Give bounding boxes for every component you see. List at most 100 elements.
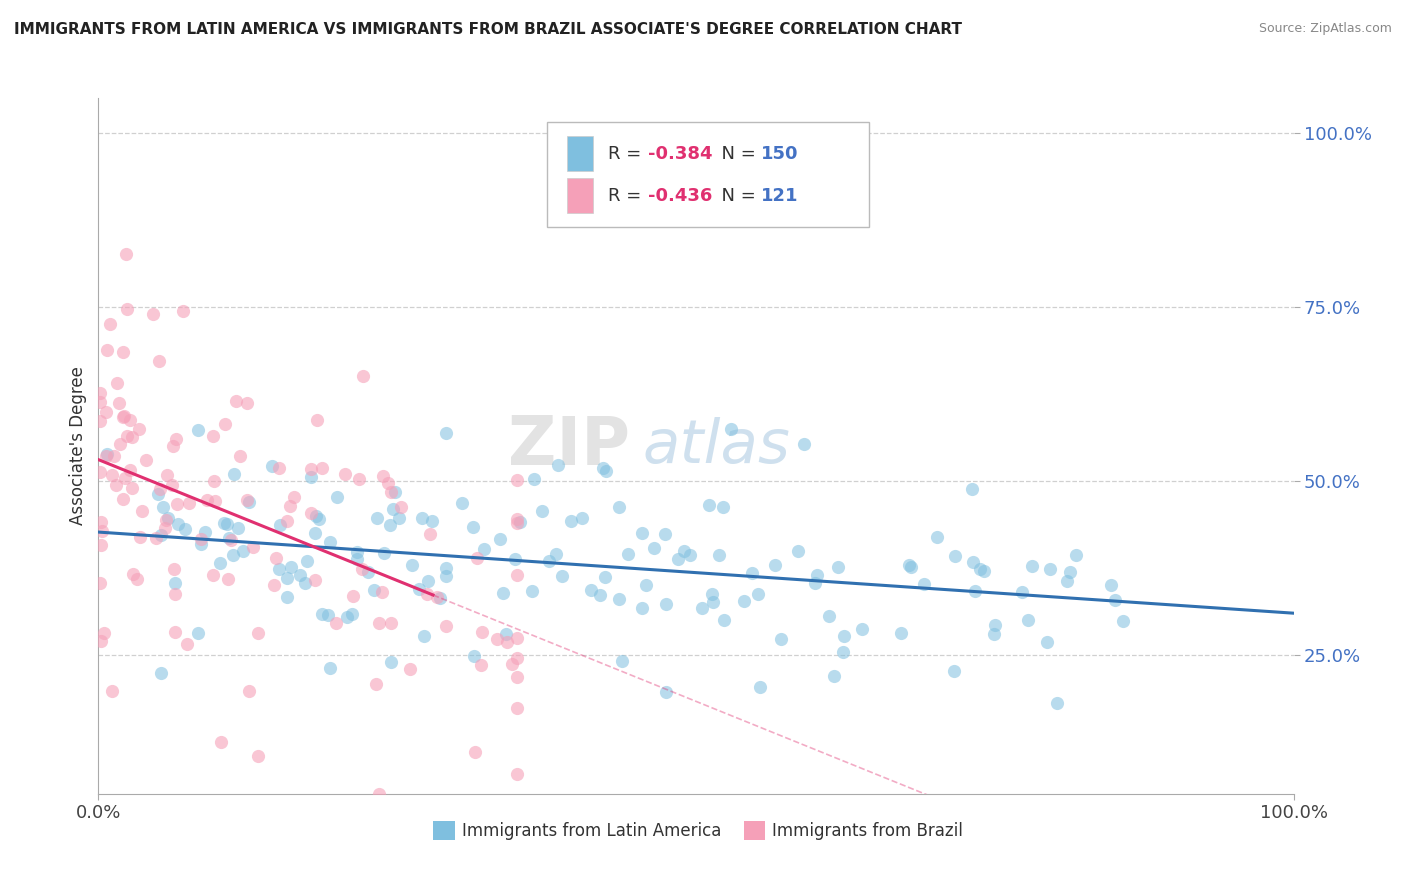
Point bbox=[209, 734, 232, 748]
Point bbox=[148, 354, 170, 368]
Point bbox=[489, 532, 512, 546]
Point bbox=[305, 508, 328, 523]
Point bbox=[89, 576, 111, 591]
Point bbox=[146, 487, 169, 501]
Point bbox=[363, 582, 385, 597]
Point bbox=[610, 654, 633, 668]
Point bbox=[115, 247, 138, 261]
Point bbox=[912, 577, 935, 591]
Point bbox=[346, 552, 368, 566]
Point bbox=[380, 518, 402, 533]
Point bbox=[276, 515, 298, 529]
Point bbox=[530, 504, 553, 518]
Point bbox=[157, 511, 180, 525]
Point bbox=[202, 568, 225, 582]
Point bbox=[115, 301, 138, 316]
Point bbox=[121, 481, 143, 495]
Point bbox=[486, 632, 509, 646]
Point bbox=[546, 547, 568, 561]
Point bbox=[382, 502, 405, 516]
Point bbox=[465, 551, 488, 566]
Point bbox=[176, 637, 198, 651]
Point bbox=[925, 530, 948, 544]
Point bbox=[101, 468, 124, 483]
Point bbox=[128, 422, 150, 436]
Text: Immigrants from Brazil: Immigrants from Brazil bbox=[772, 822, 963, 839]
Point bbox=[1059, 566, 1081, 580]
Point bbox=[115, 429, 138, 443]
Point bbox=[747, 587, 769, 601]
Point bbox=[464, 745, 486, 759]
Point bbox=[1039, 562, 1062, 576]
Point bbox=[401, 558, 423, 572]
Point bbox=[269, 561, 291, 575]
Point bbox=[793, 436, 815, 450]
Point bbox=[702, 595, 724, 609]
Point bbox=[787, 544, 810, 558]
Point bbox=[155, 513, 177, 527]
Point bbox=[769, 632, 792, 647]
Text: -0.384: -0.384 bbox=[648, 145, 713, 162]
Point bbox=[149, 482, 172, 496]
Point bbox=[163, 624, 186, 639]
Text: 121: 121 bbox=[761, 186, 799, 204]
Point bbox=[416, 586, 439, 600]
Point bbox=[232, 544, 254, 558]
Point bbox=[1104, 593, 1126, 607]
Point bbox=[690, 600, 713, 615]
Bar bbox=[433, 821, 454, 840]
Point bbox=[195, 493, 218, 508]
Point bbox=[142, 307, 165, 321]
Point bbox=[380, 485, 402, 500]
Y-axis label: Associate's Degree: Associate's Degree bbox=[69, 367, 87, 525]
Text: R =: R = bbox=[607, 186, 647, 204]
Point bbox=[984, 618, 1007, 632]
Point bbox=[89, 385, 111, 400]
Point bbox=[741, 566, 763, 580]
Point bbox=[311, 607, 333, 622]
Point bbox=[804, 575, 827, 590]
Point bbox=[713, 613, 735, 627]
Point bbox=[806, 568, 828, 582]
Point bbox=[165, 432, 187, 446]
Point bbox=[506, 767, 529, 781]
Point bbox=[434, 426, 457, 441]
Point bbox=[242, 541, 264, 555]
Point bbox=[373, 546, 395, 560]
Point bbox=[165, 576, 187, 591]
Point bbox=[547, 458, 569, 472]
Point bbox=[352, 368, 374, 383]
Point bbox=[579, 582, 602, 597]
Point bbox=[506, 670, 529, 684]
Text: R =: R = bbox=[607, 145, 647, 162]
Point bbox=[733, 594, 755, 608]
Point bbox=[187, 626, 209, 640]
Point bbox=[890, 626, 912, 640]
Point bbox=[506, 516, 529, 530]
Point bbox=[174, 523, 197, 537]
Point bbox=[471, 625, 494, 640]
Point bbox=[1017, 613, 1039, 627]
Point bbox=[851, 623, 873, 637]
Point bbox=[673, 543, 696, 558]
Point bbox=[218, 531, 240, 545]
Point bbox=[963, 583, 986, 598]
Point bbox=[160, 477, 183, 491]
Point bbox=[276, 590, 298, 604]
Point bbox=[190, 537, 212, 551]
Point bbox=[222, 548, 245, 562]
Point bbox=[707, 548, 730, 562]
Point bbox=[225, 393, 247, 408]
Point bbox=[111, 410, 134, 425]
Point bbox=[105, 478, 128, 492]
Point bbox=[962, 555, 984, 569]
Point bbox=[229, 449, 252, 463]
Point bbox=[215, 517, 238, 532]
Point bbox=[697, 498, 720, 512]
Point bbox=[319, 661, 342, 675]
Point bbox=[305, 413, 328, 427]
Point bbox=[263, 578, 285, 592]
Point bbox=[294, 576, 316, 591]
Point bbox=[380, 616, 402, 631]
Point bbox=[342, 589, 364, 603]
